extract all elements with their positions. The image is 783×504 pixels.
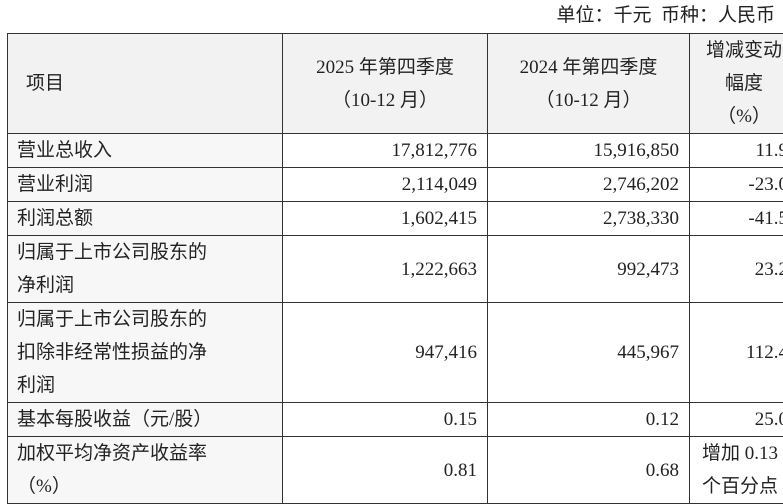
value-cell: 0.81: [283, 437, 488, 504]
cell-line: （%）: [690, 100, 783, 133]
value-cell: 11.9: [690, 134, 783, 168]
cell-line: （10-12 月）: [488, 84, 689, 117]
cell-line: 营业利润: [17, 168, 282, 201]
cell-line: 2,738,330: [488, 202, 679, 235]
value-cell: 0.68: [488, 437, 690, 504]
value-cell: 445,967: [488, 303, 690, 403]
cell-line: 445,967: [488, 336, 679, 369]
cell-line: 17,812,776: [283, 134, 477, 167]
cell-line: 0.12: [488, 403, 679, 436]
cell-line: 利润: [17, 369, 282, 402]
cell-line: 2,114,049: [283, 168, 477, 201]
value-cell: 15,916,850: [488, 134, 690, 168]
cell-line: 净利润: [17, 269, 282, 302]
cell-line: 个百分点: [702, 470, 783, 503]
row-label: 基本每股收益（元/股）: [8, 403, 283, 437]
cell-line: 幅度: [690, 67, 783, 100]
header-cell: 项目: [8, 34, 283, 134]
value-cell: 23.2: [690, 236, 783, 303]
cell-line: 992,473: [488, 253, 679, 286]
cell-line: 1,222,663: [283, 253, 477, 286]
cell-line: -23.0: [690, 168, 783, 201]
cell-line: 0.15: [283, 403, 477, 436]
cell-line: 扣除非经常性损益的净: [17, 336, 282, 369]
header-cell: 增减变动幅度（%）: [690, 34, 783, 134]
cell-line: 2,746,202: [488, 168, 679, 201]
row-label: 加权平均净资产收益率（%）: [8, 437, 283, 504]
cell-line: 23.2: [690, 253, 783, 286]
cell-line: 112.4: [690, 336, 783, 369]
cell-line: 1,602,415: [283, 202, 477, 235]
data-row: 基本每股收益（元/股）0.15 0.12 25.0: [8, 403, 783, 437]
value-cell: 947,416: [283, 303, 488, 403]
cell-line: 947,416: [283, 336, 477, 369]
cell-line: 2024 年第四季度: [488, 51, 689, 84]
value-cell: 2,746,202: [488, 168, 690, 202]
cell-line: 0.81: [283, 454, 477, 487]
value-cell: 2,738,330: [488, 202, 690, 236]
row-label: 利润总额: [8, 202, 283, 236]
unit-note: 单位：千元 币种：人民币: [556, 4, 775, 28]
row-label: 归属于上市公司股东的净利润: [8, 236, 283, 303]
cell-line: 归属于上市公司股东的: [17, 236, 282, 269]
cell-line: 利润总额: [17, 202, 282, 235]
cell-line: 25.0: [690, 403, 783, 436]
cell-line: 加权平均净资产收益率: [17, 437, 282, 470]
cell-line: 营业总收入: [17, 134, 282, 167]
header-cell: 2025 年第四季度（10-12 月）: [283, 34, 488, 134]
value-cell: -23.0: [690, 168, 783, 202]
value-cell: 25.0: [690, 403, 783, 437]
value-cell: -41.5: [690, 202, 783, 236]
value-cell: 2,114,049: [283, 168, 488, 202]
cell-line: 基本每股收益（元/股）: [17, 403, 282, 436]
cell-line: （%）: [17, 470, 282, 503]
cell-line: 归属于上市公司股东的: [17, 303, 282, 336]
value-cell: 992,473: [488, 236, 690, 303]
value-cell: 1,222,663: [283, 236, 488, 303]
cell-line: 增加 0.13: [702, 437, 783, 470]
value-cell: 0.15: [283, 403, 488, 437]
row-label: 归属于上市公司股东的扣除非经常性损益的净利润: [8, 303, 283, 403]
row-label: 营业利润: [8, 168, 283, 202]
cell-line: -41.5: [690, 202, 783, 235]
cell-line: 11.9: [690, 134, 783, 167]
value-cell: 17,812,776: [283, 134, 488, 168]
header-cell: 2024 年第四季度（10-12 月）: [488, 34, 690, 134]
value-cell: 1,602,415: [283, 202, 488, 236]
cell-line: 0.68: [488, 454, 679, 487]
cell-line: （10-12 月）: [283, 84, 487, 117]
cell-line: 15,916,850: [488, 134, 679, 167]
cell-line: 项目: [26, 67, 282, 100]
row-label: 营业总收入: [8, 134, 283, 168]
value-cell: 112.4: [690, 303, 783, 403]
cell-line: 增减变动: [690, 34, 783, 67]
cell-line: 2025 年第四季度: [283, 51, 487, 84]
value-cell: 0.12: [488, 403, 690, 437]
